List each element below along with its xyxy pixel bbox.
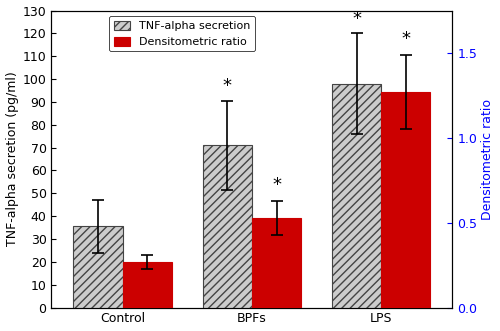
Bar — [332, 84, 382, 307]
Bar — [382, 92, 430, 307]
Text: *: * — [223, 77, 232, 95]
Bar — [74, 226, 122, 307]
Text: *: * — [402, 30, 410, 48]
Legend: TNF-alpha secretion, Densitometric ratio: TNF-alpha secretion, Densitometric ratio — [109, 16, 255, 51]
Text: *: * — [272, 176, 281, 194]
Y-axis label: TNF-alpha secretion (pg/ml): TNF-alpha secretion (pg/ml) — [6, 72, 18, 247]
Bar — [252, 217, 301, 307]
Text: *: * — [352, 10, 361, 28]
Bar — [203, 145, 252, 307]
Y-axis label: Densitometric ratio: Densitometric ratio — [482, 99, 494, 219]
Bar — [122, 262, 172, 307]
